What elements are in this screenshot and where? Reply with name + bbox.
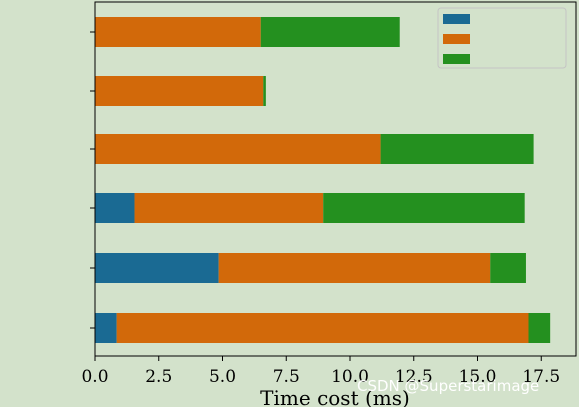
x-tick-label: 2.5 — [145, 367, 172, 387]
legend-swatch — [443, 34, 470, 44]
bar-row4-series2 — [134, 193, 324, 223]
bar-row2-series3 — [263, 76, 266, 106]
legend — [437, 7, 567, 69]
bars-layer — [95, 17, 551, 343]
bar-row3-series3 — [380, 134, 534, 164]
bar-row3-series2 — [95, 134, 381, 164]
bar-row6-series1 — [95, 313, 117, 343]
x-ticks: 0.0 2.5 5.0 7.5 10.0 12.5 15.0 17.5 — [81, 356, 560, 387]
bar-row2-series2 — [95, 76, 264, 106]
bar-row5-series2 — [218, 253, 491, 283]
y-ticks — [90, 31, 95, 329]
x-tick-label: 0.0 — [81, 367, 108, 387]
bar-row1-series2 — [95, 17, 261, 47]
legend-swatch — [443, 54, 470, 64]
x-tick-label: 10.0 — [331, 367, 369, 387]
bar-row6-series2 — [116, 313, 529, 343]
bar-row5-series1 — [95, 253, 219, 283]
bar-row4-series1 — [95, 193, 135, 223]
x-tick-label: 15.0 — [459, 367, 497, 387]
x-tick-label: 7.5 — [273, 367, 300, 387]
x-axis-label: Time cost (ms) — [260, 386, 410, 407]
bar-row6-series3 — [528, 313, 551, 343]
bar-row5-series3 — [490, 253, 526, 283]
x-tick-label: 12.5 — [395, 367, 433, 387]
axes-frame — [94, 1, 577, 357]
bar-row4-series3 — [323, 193, 525, 223]
x-tick-label: 17.5 — [522, 367, 560, 387]
bar-row1-series3 — [260, 17, 400, 47]
x-tick-label: 5.0 — [209, 367, 236, 387]
legend-swatch — [443, 14, 470, 24]
